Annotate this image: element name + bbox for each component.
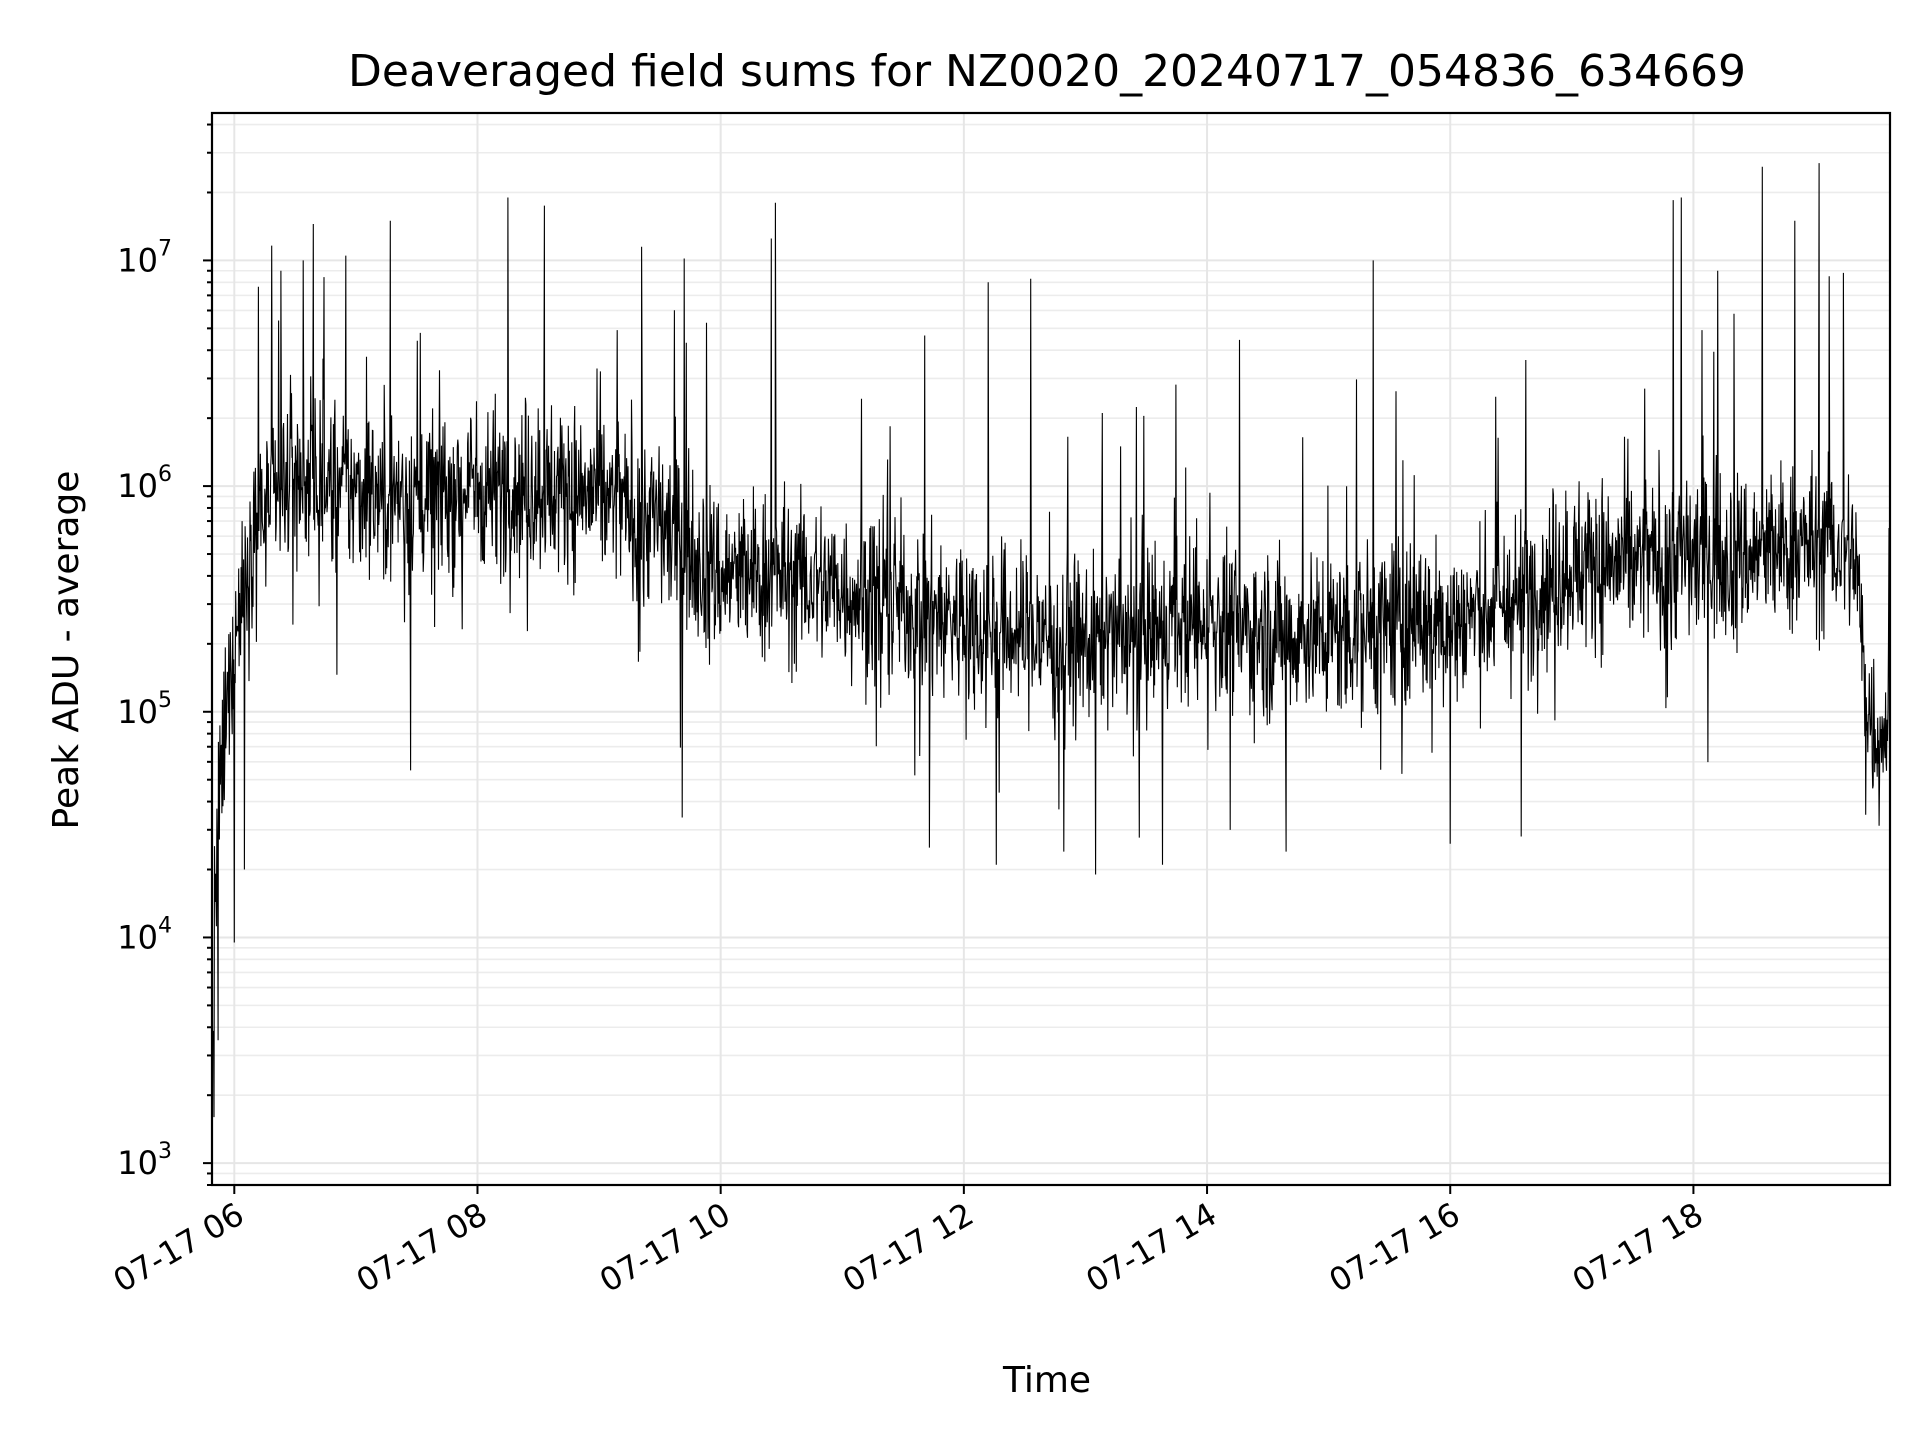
- x-tick-label: 07-17 12: [836, 1195, 980, 1300]
- y-axis: 103 104 105 106 107: [117, 123, 212, 1186]
- x-tick-label: 07-17 10: [593, 1195, 737, 1300]
- plot-frame: [210, 111, 1892, 1187]
- series-group: [211, 163, 1891, 1118]
- grid: [212, 113, 1890, 1186]
- y-tick-exponent: 5: [158, 688, 172, 713]
- y-tick-exponent: 6: [158, 462, 172, 487]
- x-tick-label: 07-17 06: [107, 1195, 251, 1300]
- y-tick-label: 105: [117, 688, 172, 731]
- y-tick-label: 104: [117, 913, 172, 956]
- x-tick-label: 07-17 14: [1079, 1195, 1223, 1300]
- x-tick-label: 07-17 16: [1323, 1195, 1467, 1300]
- y-tick-exponent: 4: [158, 913, 172, 938]
- y-tick-label: 106: [117, 462, 172, 505]
- x-axis: 07-17 06 07-17 08 07-17 10 07-17 12 07-17 14…: [107, 1185, 1710, 1300]
- y-tick-label: 103: [117, 1139, 172, 1182]
- x-axis-label: Time: [1002, 1360, 1091, 1401]
- y-tick-exponent: 3: [158, 1139, 172, 1164]
- x-tick-label: 07-17 08: [350, 1195, 494, 1300]
- y-tick-exponent: 7: [158, 236, 172, 261]
- y-axis-label: Peak ADU - average: [46, 471, 87, 830]
- x-tick-label: 07-17 18: [1566, 1195, 1710, 1300]
- y-tick-label: 107: [117, 236, 172, 279]
- chart-title: Deaveraged field sums for NZ0020_2024071…: [348, 46, 1746, 97]
- series-line: [211, 163, 1891, 1118]
